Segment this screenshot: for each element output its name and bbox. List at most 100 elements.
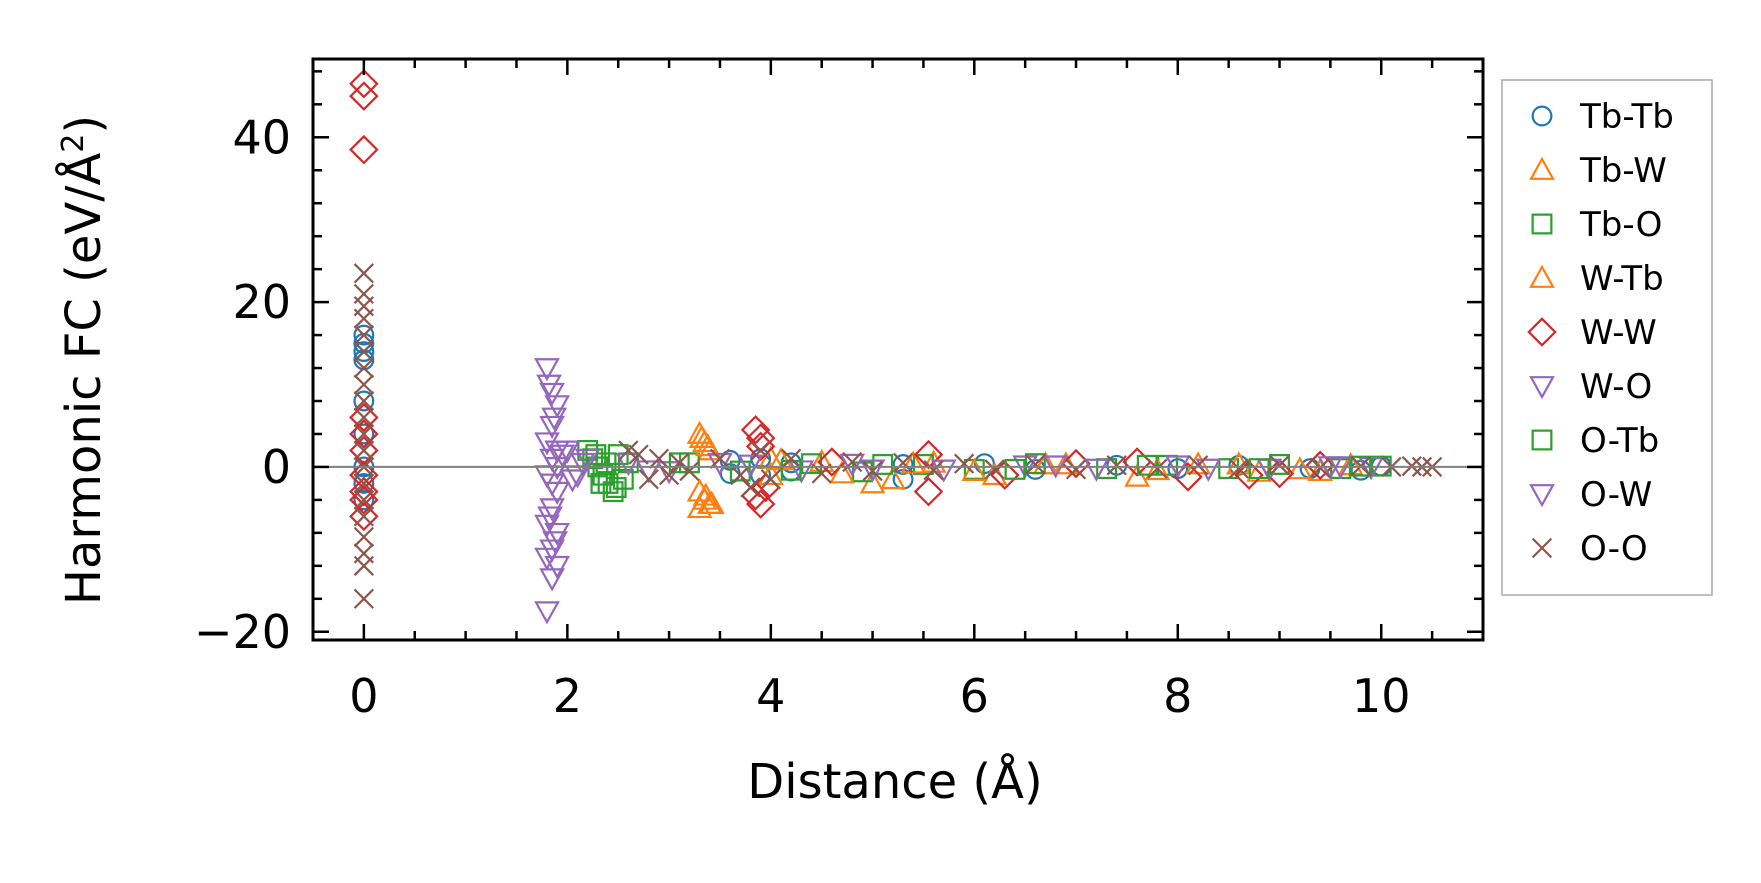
data-point [842, 451, 863, 473]
data-point [612, 468, 634, 490]
data-point [595, 452, 617, 474]
data-point [353, 472, 375, 494]
plot-frame [311, 57, 1485, 642]
data-point [349, 68, 379, 99]
data-point [1264, 458, 1295, 489]
legend-marker [1529, 264, 1555, 288]
legend-item-w-w: W-W [1527, 313, 1657, 353]
legend-marker [1531, 213, 1553, 235]
data-point [353, 341, 374, 362]
legend-label: W-O [1580, 367, 1652, 407]
data-point [353, 473, 374, 494]
data-point [740, 477, 761, 498]
legend: Tb-Tb Tb-W Tb-O W-Tb W-W W-O O-Tb O-W O-O [1501, 79, 1713, 596]
data-point [349, 402, 379, 433]
data-point [892, 452, 914, 473]
data-point [539, 382, 565, 407]
data-point [859, 459, 886, 483]
y-tick-label: 40 [232, 110, 291, 164]
data-point [1248, 458, 1270, 480]
data-point [542, 531, 569, 555]
data-point [534, 432, 560, 456]
y-tick-label: 20 [232, 275, 291, 329]
data-point [353, 308, 374, 329]
data-point [615, 452, 642, 477]
series-o-tb [585, 444, 1372, 498]
data-point [554, 440, 581, 464]
data-point [353, 324, 375, 346]
data-point [1147, 458, 1168, 479]
data-point [536, 374, 562, 398]
x-tick-label: 10 [1352, 669, 1411, 723]
data-point [353, 588, 374, 609]
data-point [353, 263, 374, 284]
data-point [353, 423, 375, 445]
legend-label: W-Tb [1580, 259, 1664, 299]
data-point [590, 472, 612, 494]
data-point [1188, 455, 1209, 476]
data-point [559, 469, 586, 493]
data-point [353, 555, 374, 576]
y-tick-label: 0 [262, 440, 291, 494]
series-o-o [353, 263, 1443, 609]
data-point [349, 476, 379, 507]
data-point [1024, 453, 1046, 475]
data-point [781, 448, 802, 469]
data-point [740, 415, 771, 445]
data-point [353, 489, 374, 511]
data-point [537, 506, 563, 530]
data-point [1269, 454, 1290, 475]
legend-label: Tb-W [1579, 151, 1667, 191]
x-axis-title: Distance (Å) [747, 753, 1042, 810]
data-point [544, 395, 571, 419]
data-point [349, 485, 379, 515]
plot-area [313, 68, 1483, 625]
data-point [539, 415, 565, 439]
y-axis-title-main: Harmonic FC (eV/Å [55, 153, 112, 606]
series-w-w [349, 68, 1335, 532]
data-point [353, 390, 375, 412]
legend-marker [1529, 484, 1555, 508]
data-point [353, 526, 374, 548]
data-point [1228, 458, 1249, 479]
x-tick-label: 8 [1163, 669, 1192, 723]
data-point [349, 501, 379, 532]
legend-item-w-tb: W-Tb [1529, 259, 1664, 299]
data-point [839, 453, 866, 477]
data-point [872, 454, 894, 475]
legend-label: O-Tb [1580, 421, 1659, 461]
y-axis-title-close: ) [56, 115, 112, 134]
data-point [534, 358, 560, 382]
data-point [709, 448, 731, 469]
data-point [679, 460, 700, 482]
y-axis-title: Harmonic FC (eV/Å2) [55, 115, 112, 605]
data-point [1305, 450, 1335, 481]
legend-item-w-o: W-O [1529, 367, 1652, 407]
legend-label: O-O [1580, 529, 1648, 569]
data-point [829, 460, 855, 484]
data-point [353, 390, 374, 412]
data-point [353, 407, 374, 428]
data-point [900, 450, 927, 474]
data-point [1287, 456, 1313, 480]
x-tick-label: 2 [553, 669, 582, 723]
data-point [635, 460, 662, 484]
data-point [353, 506, 374, 527]
data-point [534, 547, 560, 571]
tick-labels-layer: 0 2 4 6 8 10 −20 0 20 40 [194, 110, 1411, 723]
legend-item-o-w: O-W [1529, 475, 1652, 515]
data-point [1136, 454, 1158, 476]
data-point [984, 459, 1005, 480]
x-tick-label: 6 [960, 669, 989, 723]
data-point [669, 452, 690, 473]
data-point [930, 459, 957, 483]
legend-marker [1529, 156, 1555, 180]
data-point [534, 601, 560, 625]
data-point [737, 454, 764, 478]
data-point [658, 465, 680, 486]
data-point [539, 568, 565, 592]
data-point [638, 469, 659, 490]
y-axis-title-superscript: 2 [56, 134, 91, 153]
data-point [1004, 458, 1026, 480]
